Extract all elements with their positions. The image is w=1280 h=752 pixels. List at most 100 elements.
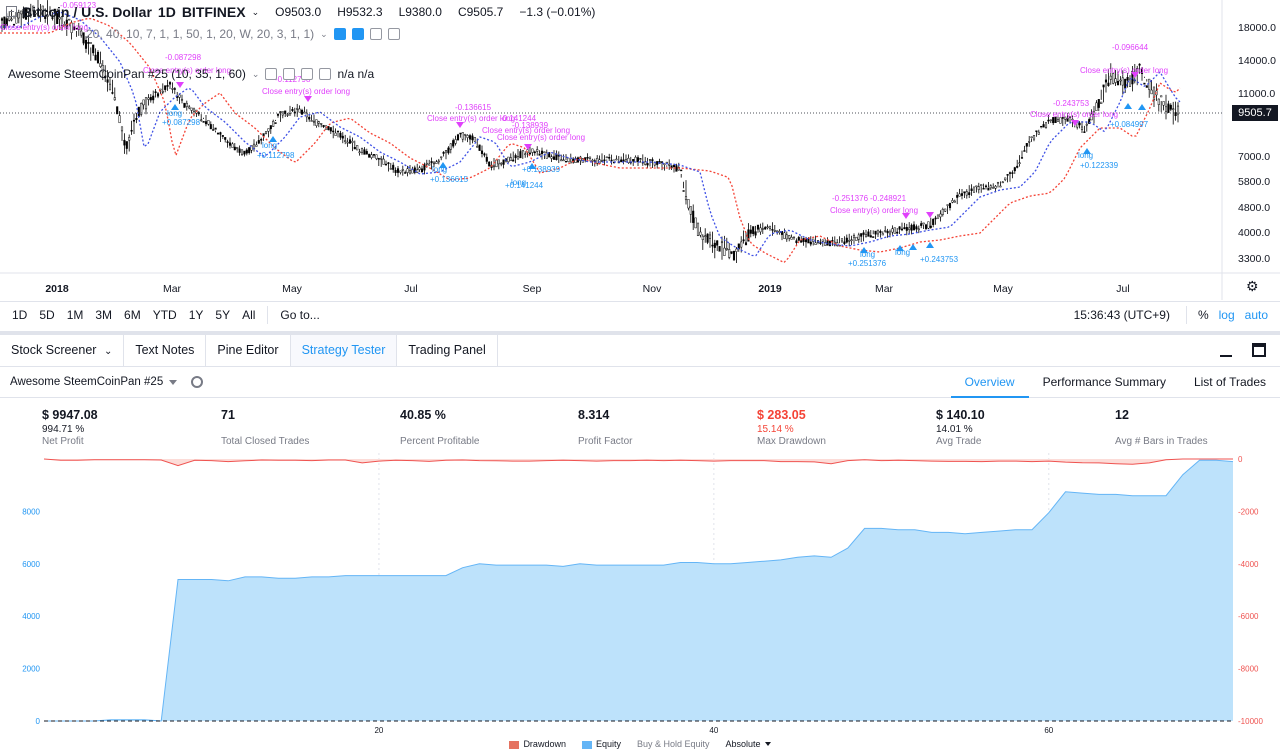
chevron-down-icon[interactable]: ⌄ bbox=[320, 28, 328, 39]
candle-body bbox=[401, 169, 404, 171]
equity-chart[interactable]: 8000 6000 4000 2000 0 0 -2000 -4000 -6000 -8000 -1… bbox=[0, 453, 1280, 736]
candle-body bbox=[1066, 118, 1069, 122]
tab-list-of-trades[interactable]: List of Trades bbox=[1193, 375, 1266, 389]
caret-down-icon[interactable] bbox=[169, 379, 178, 385]
maximize-icon[interactable] bbox=[1252, 343, 1266, 357]
legend-equity[interactable]: Equity bbox=[581, 739, 621, 749]
goto-button[interactable]: Go to... bbox=[280, 307, 320, 322]
chevron-down-icon[interactable]: ⌄ bbox=[251, 68, 260, 79]
candle-body bbox=[108, 83, 112, 91]
candle-body bbox=[1097, 99, 1100, 108]
legend-drawdown[interactable]: Drawdown bbox=[509, 739, 566, 749]
candle-body bbox=[586, 157, 589, 159]
visibility-icon[interactable] bbox=[265, 68, 278, 80]
candle-body bbox=[622, 159, 625, 162]
strategy-name[interactable]: Awesome SteemCoinPan #25 bbox=[10, 376, 164, 388]
absolute-dropdown[interactable]: Absolute bbox=[726, 739, 771, 749]
candle-body bbox=[0, 18, 4, 21]
source-code-icon[interactable] bbox=[369, 28, 382, 40]
minimize-icon[interactable] bbox=[1220, 343, 1232, 357]
candle-body bbox=[176, 96, 179, 98]
auto-toggle[interactable]: auto bbox=[1244, 308, 1268, 322]
candle-body bbox=[917, 228, 920, 231]
timeframe-ytd[interactable]: YTD bbox=[152, 307, 177, 322]
buy-arrow-icon bbox=[1124, 103, 1132, 109]
candle-body bbox=[790, 236, 793, 240]
strategy-selector[interactable]: Awesome SteemCoinPan #25 bbox=[10, 376, 204, 388]
visibility-icon[interactable] bbox=[333, 28, 346, 40]
candle-body bbox=[200, 119, 203, 122]
signal-label: +0.122339 bbox=[1080, 161, 1119, 170]
price-chart-canvas[interactable]: 18000.0 14000.0 11000.0 7000.0 5800.0 4800.0 4… bbox=[0, 0, 1280, 300]
legend-buyhold[interactable]: Buy & Hold Equity bbox=[636, 739, 710, 749]
candle-body bbox=[984, 185, 988, 188]
candle-body bbox=[562, 159, 565, 162]
collapse-legend-icon[interactable] bbox=[6, 6, 17, 17]
candle-body bbox=[68, 18, 71, 21]
close-icon[interactable] bbox=[387, 28, 400, 40]
candle-body bbox=[269, 125, 272, 130]
candle-body bbox=[694, 217, 697, 229]
chevron-down-icon[interactable]: ⌄ bbox=[251, 6, 260, 17]
indicator2-name[interactable]: Awesome SteemCoinPan #25 (10, 35, 1, 60) bbox=[8, 67, 246, 81]
candle-body bbox=[1018, 162, 1021, 164]
candle-body bbox=[701, 235, 704, 241]
chart-settings-gear-icon[interactable]: ⚙ bbox=[1246, 278, 1259, 294]
candle-body bbox=[408, 170, 412, 174]
candle-body bbox=[728, 249, 731, 258]
settings-icon[interactable] bbox=[351, 28, 364, 40]
candle-body bbox=[154, 91, 157, 93]
equity-chart-canvas[interactable]: 8000 6000 4000 2000 0 0 -2000 -4000 -6000 -8000 -1… bbox=[0, 453, 1280, 736]
candle-body bbox=[32, 5, 35, 12]
price-tick-label: 7000.0 bbox=[1238, 151, 1270, 163]
candle-body bbox=[780, 231, 784, 235]
candle-body bbox=[425, 162, 428, 165]
clock[interactable]: 15:36:43 (UTC+9) bbox=[1073, 308, 1170, 322]
gear-icon[interactable] bbox=[191, 376, 204, 388]
candle-body bbox=[936, 214, 940, 219]
candle-body bbox=[605, 156, 608, 159]
tab-overview[interactable]: Overview bbox=[950, 368, 1029, 398]
timeframe-6m[interactable]: 6M bbox=[124, 307, 141, 322]
symbol-name[interactable]: Bitcoin / U.S. Dollar bbox=[22, 4, 152, 20]
tab-text-notes[interactable]: Text Notes bbox=[124, 335, 207, 366]
tab-performance-summary[interactable]: Performance Summary bbox=[1042, 375, 1166, 389]
signal-label: Close entry(s) order long bbox=[427, 114, 515, 123]
tab-strategy-tester[interactable]: Strategy Tester bbox=[290, 335, 398, 366]
timeframe-all[interactable]: All bbox=[242, 307, 256, 322]
tab-pine-editor[interactable]: Pine Editor bbox=[206, 335, 291, 366]
candle-body bbox=[20, 10, 23, 15]
source-code-icon[interactable] bbox=[301, 68, 314, 80]
candle-body bbox=[164, 85, 167, 90]
candle-body bbox=[236, 146, 239, 149]
timeframe-3m[interactable]: 3M bbox=[95, 307, 113, 322]
candle-body bbox=[682, 190, 685, 192]
timeframe-5d[interactable]: 5D bbox=[39, 307, 55, 322]
timeframe-1y[interactable]: 1Y bbox=[188, 307, 204, 322]
tab-trading-panel[interactable]: Trading Panel bbox=[397, 335, 498, 366]
timeframe-1m[interactable]: 1M bbox=[66, 307, 84, 322]
candle-body bbox=[428, 163, 431, 166]
candle-body bbox=[740, 241, 743, 248]
timeframe-1d[interactable]: 1D bbox=[12, 307, 28, 322]
candle-body bbox=[548, 152, 551, 158]
exchange-label[interactable]: BITFINEX bbox=[181, 4, 246, 20]
price-chart[interactable]: 18000.0 14000.0 11000.0 7000.0 5800.0 4800.0 4… bbox=[0, 0, 1280, 300]
timeframe-5y[interactable]: 5Y bbox=[215, 307, 231, 322]
candle-body bbox=[756, 224, 760, 230]
candle-body bbox=[1064, 116, 1067, 120]
candle-body bbox=[502, 159, 505, 165]
settings-icon[interactable] bbox=[283, 68, 296, 80]
candle-body bbox=[524, 153, 527, 156]
tab-stock-screener[interactable]: Stock Screener ⌄ bbox=[0, 335, 125, 366]
candle-body bbox=[370, 154, 373, 158]
candle-body bbox=[848, 240, 851, 242]
candle-body bbox=[920, 223, 923, 226]
divider bbox=[1185, 306, 1187, 324]
interval-label[interactable]: 1D bbox=[157, 4, 176, 20]
percent-toggle[interactable]: % bbox=[1197, 308, 1209, 322]
price-tick-label: 3300.0 bbox=[1238, 253, 1270, 265]
log-toggle[interactable]: log bbox=[1218, 308, 1235, 322]
close-icon[interactable] bbox=[319, 68, 332, 80]
chevron-down-icon[interactable]: ⌄ bbox=[103, 346, 113, 357]
